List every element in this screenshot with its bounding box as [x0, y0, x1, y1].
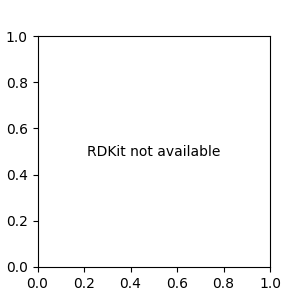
Text: RDKit not available: RDKit not available [87, 145, 220, 158]
